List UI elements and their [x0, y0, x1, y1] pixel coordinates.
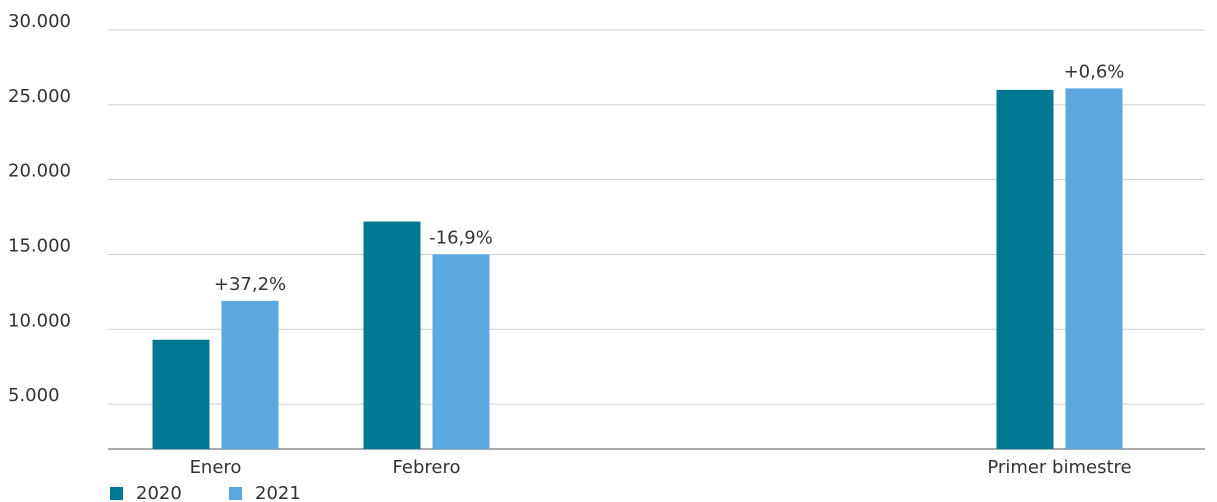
bar	[363, 221, 421, 449]
bar	[432, 254, 490, 449]
annotation: +37,2%	[214, 274, 286, 295]
y-tick-label: 20.000	[8, 161, 71, 182]
annotation: +0,6%	[1064, 61, 1125, 82]
x-tick-label: Enero	[190, 457, 242, 478]
bar	[996, 89, 1054, 449]
y-tick-label: 25.000	[8, 86, 71, 107]
bar	[221, 300, 279, 449]
y-tick-label: 10.000	[8, 310, 71, 331]
x-tick-label: Febrero	[393, 457, 461, 478]
legend-label: 2020	[136, 483, 182, 502]
bar	[152, 339, 210, 449]
x-tick-label: Primer bimestre	[987, 457, 1131, 478]
y-tick-label: 5.000	[8, 385, 60, 406]
legend-label: 2021	[255, 483, 301, 502]
y-tick-label: 15.000	[8, 235, 71, 256]
legend-swatch	[110, 487, 123, 500]
annotation: -16,9%	[429, 227, 493, 248]
bar	[1065, 88, 1123, 449]
legend-swatch	[229, 487, 242, 500]
y-tick-label: 30.000	[8, 11, 71, 32]
